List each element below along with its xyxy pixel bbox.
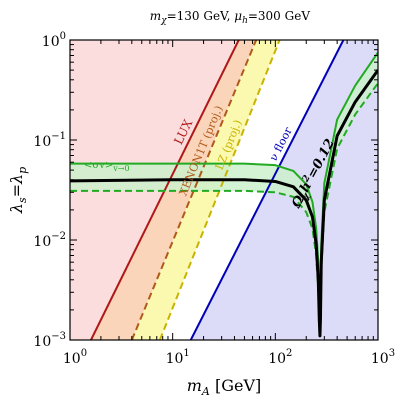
x-tick-label: 101 xyxy=(166,348,190,367)
x-tick-label: 103 xyxy=(371,348,395,367)
svg-text:λs=λp: λs=λp xyxy=(7,167,29,214)
sigmav-label: <σv>v→0 xyxy=(84,160,130,173)
y-tick-label: 100 xyxy=(42,31,66,50)
xenon1t-line xyxy=(130,40,258,340)
x-tick-label: 102 xyxy=(268,348,292,367)
y-tick-label: 10−2 xyxy=(33,231,66,250)
plot-frame xyxy=(69,39,379,341)
relic-density-line xyxy=(70,69,378,338)
chart-title: mχ=130 GeV, μh=300 GeV xyxy=(150,9,311,26)
y-tick-label: 10−1 xyxy=(33,131,66,150)
lz-line xyxy=(158,40,281,340)
x-tick-label: 100 xyxy=(63,348,87,367)
axis-ticks xyxy=(69,39,379,341)
tick-labels: 100 101 102 103 10−3 10−2 10−1 100 xyxy=(33,31,395,367)
neutrino-floor-line xyxy=(189,40,345,340)
y-axis-label: λs=λp xyxy=(7,167,29,214)
y-tick-label: 10−3 xyxy=(33,331,66,350)
series-lines xyxy=(70,40,378,340)
x-axis-label: mA [GeV] xyxy=(187,376,262,398)
